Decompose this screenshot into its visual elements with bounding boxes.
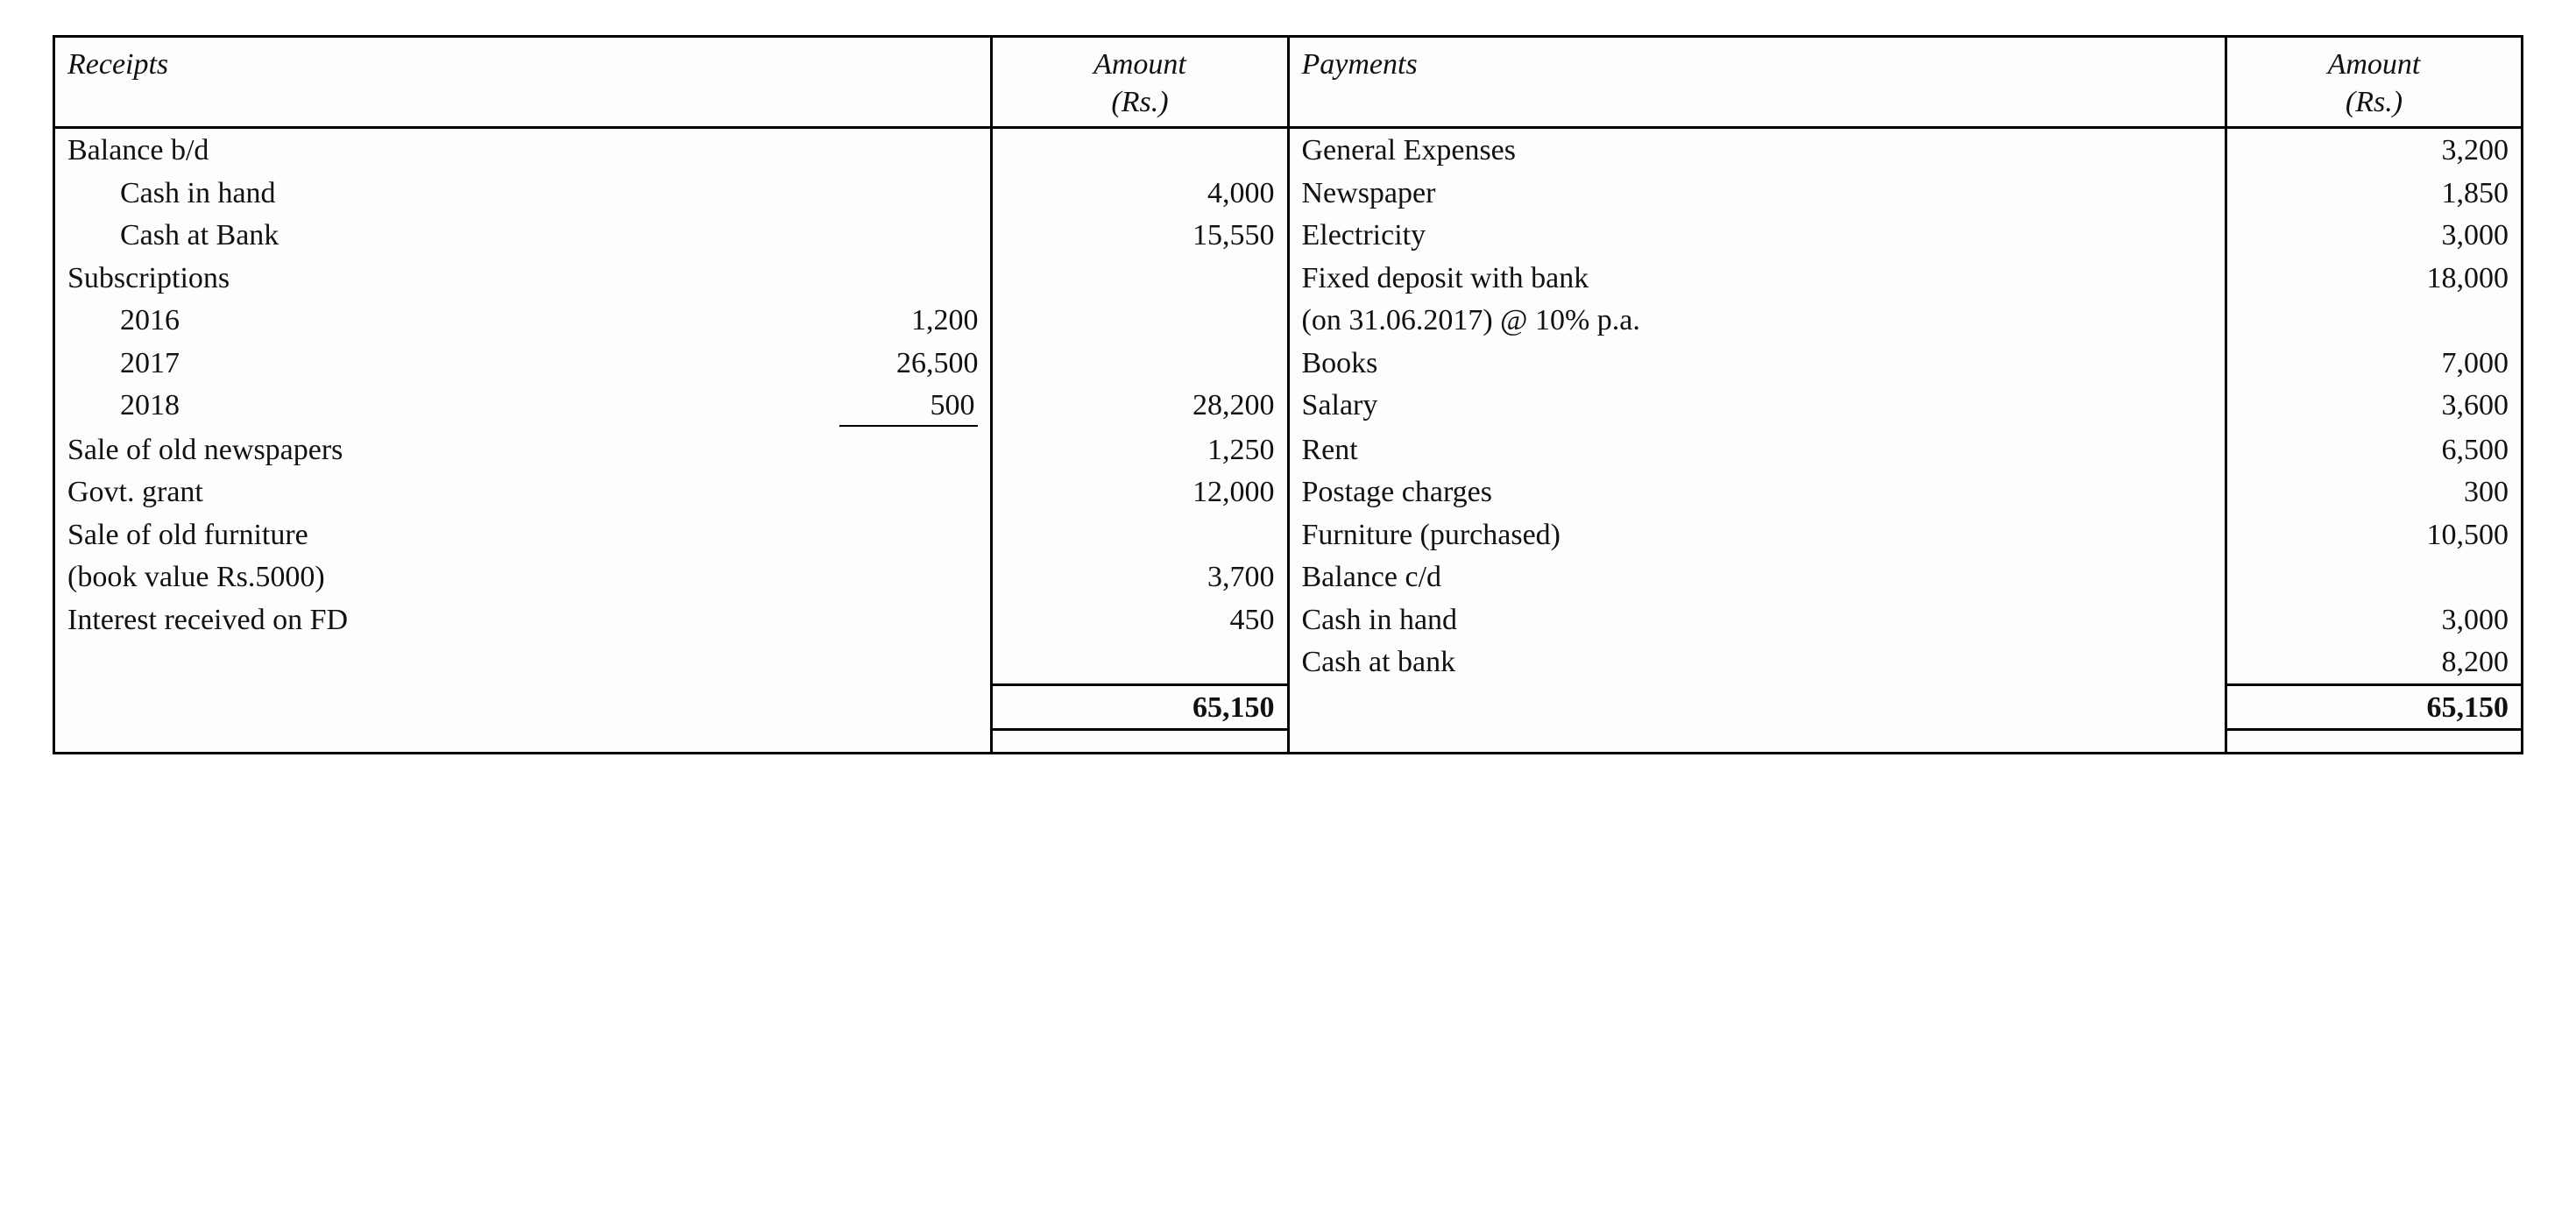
receipt-cash-at-bank: Cash at Bank	[54, 214, 992, 257]
receipt-interest-fd: Interest received on FD	[54, 598, 992, 641]
empty-cell	[992, 513, 1288, 556]
payment-electricity-val: 3,000	[2226, 214, 2522, 257]
payment-furniture-val: 10,500	[2226, 513, 2522, 556]
payment-postage-val: 300	[2226, 471, 2522, 513]
payment-rent: Rent	[1288, 428, 2226, 471]
total-left: 65,150	[992, 684, 1288, 730]
header-amount-left-label: Amount	[1093, 48, 1186, 81]
sub-2016-label: 2016	[67, 302, 180, 340]
sub-2017-val: 26,500	[846, 345, 978, 383]
payment-cash-at-bank: Cash at bank	[1288, 641, 2226, 684]
payment-general-expenses-val: 3,200	[2226, 128, 2522, 172]
receipt-subscriptions-total: 28,200	[992, 384, 1288, 428]
table-row: (book value Rs.5000) 3,700 Balance c/d	[54, 556, 2523, 598]
header-amount-right: Amount (Rs.)	[2226, 37, 2522, 128]
receipt-govt-grant: Govt. grant	[54, 471, 992, 513]
empty-cell	[992, 641, 1288, 684]
payment-newspaper: Newspaper	[1288, 172, 2226, 215]
receipt-cash-in-hand: Cash in hand	[54, 172, 992, 215]
table-row: 2016 1,200 (on 31.06.2017) @ 10% p.a.	[54, 299, 2523, 342]
tail-row	[54, 730, 2523, 754]
empty-cell	[992, 730, 1288, 754]
payment-cash-in-hand: Cash in hand	[1288, 598, 2226, 641]
totals-row: 65,150 65,150	[54, 684, 2523, 730]
receipt-sale-furniture-line1: Sale of old furniture	[54, 513, 992, 556]
payment-rent-val: 6,500	[2226, 428, 2522, 471]
empty-cell	[992, 257, 1288, 300]
payment-postage: Postage charges	[1288, 471, 2226, 513]
table-row: Cash at Bank 15,550 Electricity 3,000	[54, 214, 2523, 257]
receipt-cash-at-bank-val: 15,550	[992, 214, 1288, 257]
table-row: Sale of old newspapers 1,250 Rent 6,500	[54, 428, 2523, 471]
receipt-sale-newspapers: Sale of old newspapers	[54, 428, 992, 471]
empty-cell	[54, 641, 992, 684]
receipt-interest-fd-val: 450	[992, 598, 1288, 641]
payment-salary: Salary	[1288, 384, 2226, 428]
receipt-sale-newspapers-val: 1,250	[992, 428, 1288, 471]
empty-cell	[992, 128, 1288, 172]
payment-cash-in-hand-val: 3,000	[2226, 598, 2522, 641]
receipt-govt-grant-val: 12,000	[992, 471, 1288, 513]
sub-2018-val: 500	[839, 387, 978, 427]
table-row: Sale of old furniture Furniture (purchas…	[54, 513, 2523, 556]
receipt-cash-at-bank-label: Cash at Bank	[67, 217, 279, 255]
receipt-sub-2018: 2018 500	[54, 384, 992, 428]
empty-cell	[54, 684, 992, 730]
empty-cell	[1288, 730, 2226, 754]
empty-cell	[992, 342, 1288, 385]
table-row: Govt. grant 12,000 Postage charges 300	[54, 471, 2523, 513]
receipt-sub-2017: 2017 26,500	[54, 342, 992, 385]
table-row: 2018 500 28,200 Salary 3,600	[54, 384, 2523, 428]
empty-cell	[2226, 730, 2522, 754]
receipt-subscriptions: Subscriptions	[54, 257, 992, 300]
payment-fd-val: 18,000	[2226, 257, 2522, 300]
header-amount-left-unit: (Rs.)	[1111, 86, 1168, 118]
payment-books-val: 7,000	[2226, 342, 2522, 385]
table-row: Cash in hand 4,000 Newspaper 1,850	[54, 172, 2523, 215]
header-amount-right-label: Amount	[2328, 48, 2421, 81]
empty-cell	[2226, 556, 2522, 598]
table-row: Balance b/d General Expenses 3,200	[54, 128, 2523, 172]
receipts-payments-table: Receipts Amount (Rs.) Payments Amount (R…	[53, 35, 2523, 754]
payment-balance-cd: Balance c/d	[1288, 556, 2226, 598]
payment-cash-at-bank-val: 8,200	[2226, 641, 2522, 684]
header-receipts: Receipts	[54, 37, 992, 128]
header-amount-right-unit: (Rs.)	[2346, 86, 2403, 118]
payment-fd-line1: Fixed deposit with bank	[1288, 257, 2226, 300]
payment-furniture: Furniture (purchased)	[1288, 513, 2226, 556]
sub-2017-label: 2017	[67, 345, 180, 383]
payment-newspaper-val: 1,850	[2226, 172, 2522, 215]
empty-cell	[54, 730, 992, 754]
payment-fd-line2: (on 31.06.2017) @ 10% p.a.	[1288, 299, 2226, 342]
table-header-row: Receipts Amount (Rs.) Payments Amount (R…	[54, 37, 2523, 128]
empty-cell	[1288, 684, 2226, 730]
receipt-cash-in-hand-label: Cash in hand	[67, 175, 276, 213]
sub-2018-label: 2018	[67, 387, 180, 427]
receipt-cash-in-hand-val: 4,000	[992, 172, 1288, 215]
empty-cell	[2226, 299, 2522, 342]
sub-2016-val: 1,200	[846, 302, 978, 340]
total-right: 65,150	[2226, 684, 2522, 730]
table-row: Interest received on FD 450 Cash in hand…	[54, 598, 2523, 641]
payment-general-expenses: General Expenses	[1288, 128, 2226, 172]
payment-electricity: Electricity	[1288, 214, 2226, 257]
receipt-sale-furniture-line2: (book value Rs.5000)	[54, 556, 992, 598]
table-row: Subscriptions Fixed deposit with bank 18…	[54, 257, 2523, 300]
receipt-balance-bd: Balance b/d	[54, 128, 992, 172]
table-row: Cash at bank 8,200	[54, 641, 2523, 684]
payment-salary-val: 3,600	[2226, 384, 2522, 428]
header-payments: Payments	[1288, 37, 2226, 128]
empty-cell	[992, 299, 1288, 342]
table-row: 2017 26,500 Books 7,000	[54, 342, 2523, 385]
header-amount-left: Amount (Rs.)	[992, 37, 1288, 128]
receipt-sale-furniture-val: 3,700	[992, 556, 1288, 598]
payment-books: Books	[1288, 342, 2226, 385]
receipt-sub-2016: 2016 1,200	[54, 299, 992, 342]
